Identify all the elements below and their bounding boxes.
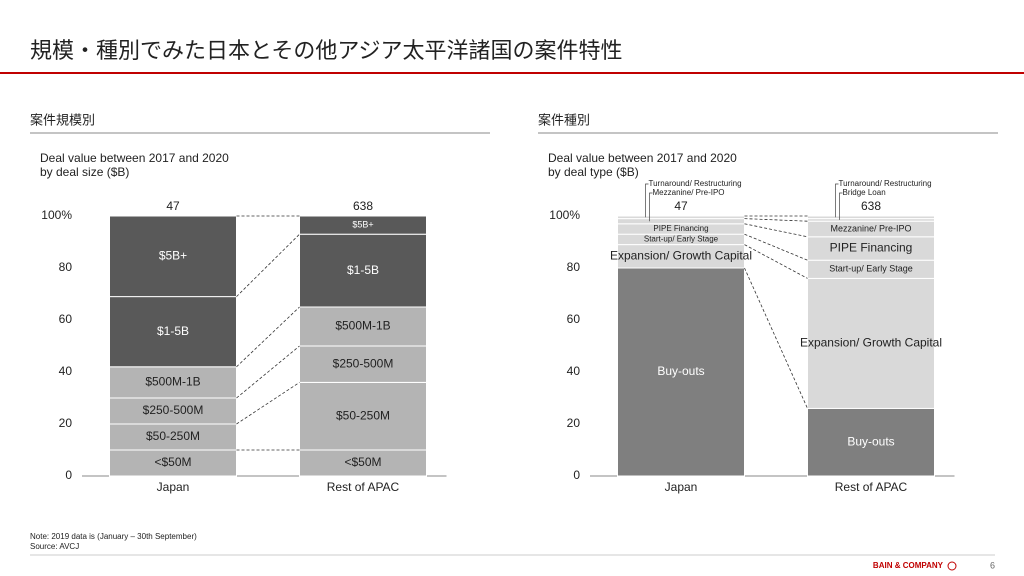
y-tick-label: 80 (567, 260, 581, 274)
x-tick-label: Japan (665, 480, 698, 494)
connector (236, 306, 300, 368)
connector (744, 244, 808, 279)
total-label: 47 (166, 199, 180, 213)
y-tick-label: 0 (65, 468, 72, 482)
bar-segment (617, 215, 745, 220)
bar-segment (807, 215, 935, 220)
segment-label: Buy-outs (657, 364, 704, 378)
section-title: 案件規模別 (30, 112, 95, 127)
connector (236, 382, 300, 425)
connector (744, 233, 808, 261)
y-tick-label: 40 (59, 364, 73, 378)
callout-line (835, 183, 839, 218)
subtitle: Deal value between 2017 and 2020 (548, 151, 737, 165)
x-tick-label: Rest of APAC (327, 480, 400, 494)
segment-label: $500M-1B (145, 375, 200, 389)
segment-label: Start-up/ Early Stage (644, 235, 719, 244)
segment-label: $50-250M (146, 429, 200, 443)
bar-segment (109, 296, 237, 368)
y-tick-label: 40 (567, 364, 581, 378)
x-tick-label: Rest of APAC (835, 480, 908, 494)
segment-label: $250-500M (143, 403, 204, 417)
bar-segment (299, 381, 427, 451)
section-title: 案件種別 (538, 112, 590, 127)
segment-label: Mezzanine/ Pre-IPO (830, 223, 911, 233)
total-label: 638 (861, 199, 881, 213)
page-number: 6 (990, 560, 995, 570)
brand: BAIN & COMPANY (873, 561, 944, 570)
bar-segment (299, 306, 427, 347)
y-tick-label: 100% (549, 208, 580, 222)
total-label: 47 (674, 199, 688, 213)
x-tick-label: Japan (157, 480, 190, 494)
bar-segment (109, 397, 237, 425)
connector (744, 223, 808, 238)
segment-label: PIPE Financing (830, 241, 913, 255)
segment-label: Buy-outs (847, 434, 894, 448)
callout-label: Bridge Loan (843, 188, 886, 197)
bar-segment (617, 218, 745, 225)
segment-label: Start-up/ Early Stage (829, 264, 913, 274)
slide-title: 規模・種別でみた日本とその他アジア太平洋諸国の案件特性 (30, 38, 622, 63)
bar-segment (109, 215, 237, 298)
callout-label: Turnaround/ Restructuring (839, 179, 932, 188)
subtitle: Deal value between 2017 and 2020 (40, 151, 229, 165)
segment-label: Expansion/ Growth Capital (800, 336, 942, 350)
subtitle: by deal type ($B) (548, 165, 639, 179)
connector (744, 218, 808, 222)
y-tick-label: 20 (59, 416, 73, 430)
bar-segment (109, 366, 237, 399)
callout-label: Turnaround/ Restructuring (649, 179, 742, 188)
callout-line (649, 192, 653, 222)
y-tick-label: 20 (567, 416, 581, 430)
bar-segment (299, 215, 427, 235)
bar-segment (299, 449, 427, 477)
y-tick-label: 80 (59, 260, 73, 274)
connector (744, 267, 808, 409)
bar-segment (299, 345, 427, 383)
total-label: 638 (353, 199, 373, 213)
segment-label: Expansion/ Growth Capital (610, 248, 752, 262)
segment-label: <$50M (154, 455, 191, 469)
segment-label: $50-250M (336, 408, 390, 422)
segment-label: <$50M (344, 455, 381, 469)
segment-label: $500M-1B (335, 319, 390, 333)
y-tick-label: 60 (59, 312, 73, 326)
source: Source: AVCJ (30, 542, 79, 551)
segment-label: $1-5B (157, 324, 189, 338)
segment-label: $5B+ (159, 248, 187, 262)
bar-segment (807, 407, 935, 477)
segment-label: $5B+ (352, 219, 373, 229)
bar-segment (299, 233, 427, 308)
connector (236, 345, 300, 399)
y-tick-label: 100% (41, 208, 72, 222)
segment-label: PIPE Financing (653, 224, 708, 233)
brand-icon (947, 561, 957, 571)
y-tick-label: 60 (567, 312, 581, 326)
callout-line (839, 192, 843, 220)
connector (236, 233, 300, 297)
y-tick-label: 0 (573, 468, 580, 482)
note: Note: 2019 data is (January – 30th Septe… (30, 532, 197, 541)
callout-line (645, 183, 649, 218)
segment-label: $250-500M (333, 356, 394, 370)
bar-segment (807, 277, 935, 409)
segment-label: $1-5B (347, 263, 379, 277)
callout-label: Mezzanine/ Pre-IPO (653, 188, 725, 197)
subtitle: by deal size ($B) (40, 165, 129, 179)
